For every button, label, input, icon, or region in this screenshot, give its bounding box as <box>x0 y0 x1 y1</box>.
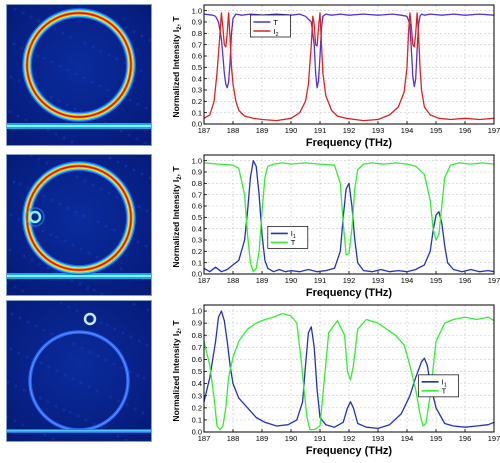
x-tick-label: 195 <box>430 276 443 285</box>
y-tick-label: 1.0 <box>192 6 202 15</box>
y-tick-label: 0.1 <box>192 258 202 267</box>
y-tick-label: 0.4 <box>192 224 202 233</box>
simulation-image-c <box>6 300 152 442</box>
y-tick-label: 0.0 <box>192 120 202 129</box>
legend-label: T <box>273 18 278 27</box>
y-tick-label: 0.7 <box>192 343 202 352</box>
x-tick-label: 188 <box>227 276 240 285</box>
y-tick-label: 0.4 <box>192 74 202 83</box>
y-tick-label: 0.0 <box>192 428 202 437</box>
y-tick-label: 0.9 <box>192 319 202 328</box>
field-map-ring-resonator-field-map <box>7 5 151 145</box>
x-tick-label: 196 <box>459 434 472 443</box>
y-tick-label: 0.6 <box>192 52 202 61</box>
legend: I1T <box>419 375 459 397</box>
y-axis-label-container: Normalized Intensity I2, T <box>168 0 182 150</box>
y-axis-label: Normalized Intensity I2, T <box>171 16 182 118</box>
x-tick-label: 189 <box>256 276 269 285</box>
x-tick-label: 192 <box>343 126 356 135</box>
x-tick-label: 191 <box>314 276 327 285</box>
x-tick-label: 196 <box>459 126 472 135</box>
y-tick-label: 0.7 <box>192 190 202 199</box>
x-tick-label: 194 <box>401 434 414 443</box>
x-axis-label: Frequency (THz) <box>306 287 393 299</box>
x-tick-label: 196 <box>459 276 472 285</box>
field-map-ring-resonator-with-top-ring-field-map <box>7 301 151 441</box>
x-axis-label: Frequency (THz) <box>306 445 393 457</box>
y-tick-label: 0.3 <box>192 236 202 245</box>
x-tick-label: 192 <box>343 276 356 285</box>
x-tick-label: 193 <box>372 434 385 443</box>
y-tick-label: 0.8 <box>192 29 202 38</box>
y-tick-label: 0.3 <box>192 391 202 400</box>
x-tick-label: 188 <box>227 126 240 135</box>
y-tick-label: 0.8 <box>192 331 202 340</box>
x-tick-label: 190 <box>285 276 298 285</box>
x-tick-label: 194 <box>401 126 414 135</box>
x-tick-label: 197 <box>488 126 500 135</box>
x-tick-label: 189 <box>256 126 269 135</box>
x-tick-label: 190 <box>285 126 298 135</box>
x-tick-label: 188 <box>227 434 240 443</box>
y-tick-label: 0.5 <box>192 213 202 222</box>
legend-label: T <box>291 238 296 247</box>
x-tick-label: 191 <box>314 126 327 135</box>
y-tick-label: 0.7 <box>192 40 202 49</box>
simulation-image-a <box>6 4 152 146</box>
y-tick-label: 1.0 <box>192 307 202 316</box>
x-tick-label: 193 <box>372 276 385 285</box>
x-tick-label: 192 <box>343 434 356 443</box>
y-tick-label: 1.0 <box>192 156 202 165</box>
y-tick-label: 0.1 <box>192 108 202 117</box>
x-tick-label: 197 <box>488 276 500 285</box>
y-tick-label: 0.2 <box>192 403 202 412</box>
legend: TI2 <box>250 15 290 38</box>
x-tick-label: 195 <box>430 126 443 135</box>
y-tick-label: 0.9 <box>192 18 202 27</box>
x-tick-label: 189 <box>256 434 269 443</box>
y-tick-label: 0.4 <box>192 379 202 388</box>
x-tick-label: 195 <box>430 434 443 443</box>
y-tick-label: 0.8 <box>192 179 202 188</box>
y-tick-label: 0.6 <box>192 202 202 211</box>
y-tick-label: 0.6 <box>192 355 202 364</box>
x-tick-label: 190 <box>285 434 298 443</box>
y-tick-label: 0.3 <box>192 86 202 95</box>
y-tick-label: 0.0 <box>192 270 202 279</box>
y-tick-label: 0.1 <box>192 416 202 425</box>
x-tick-label: 197 <box>488 434 500 443</box>
x-tick-label: 194 <box>401 276 414 285</box>
x-tick-label: 191 <box>314 434 327 443</box>
x-tick-label: 193 <box>372 126 385 135</box>
x-axis-label: Frequency (THz) <box>306 137 393 149</box>
legend-label: T <box>442 387 447 396</box>
y-tick-label: 0.5 <box>192 63 202 72</box>
y-axis-label-container: Normalized Intensity I2, T <box>168 300 182 458</box>
y-tick-label: 0.2 <box>192 97 202 106</box>
y-tick-label: 0.2 <box>192 247 202 256</box>
y-tick-label: 0.5 <box>192 367 202 376</box>
simulation-image-b <box>6 154 152 296</box>
y-axis-label-container: Normalized Intensity I2, T <box>168 150 182 300</box>
y-axis-label: Normalized Intensity I2, T <box>171 166 182 268</box>
legend: I1T <box>268 226 308 248</box>
field-map-ring-resonator-with-side-ring-field-map <box>7 155 151 295</box>
y-axis-label: Normalized Intensity I2, T <box>171 320 182 422</box>
y-tick-label: 0.9 <box>192 168 202 177</box>
